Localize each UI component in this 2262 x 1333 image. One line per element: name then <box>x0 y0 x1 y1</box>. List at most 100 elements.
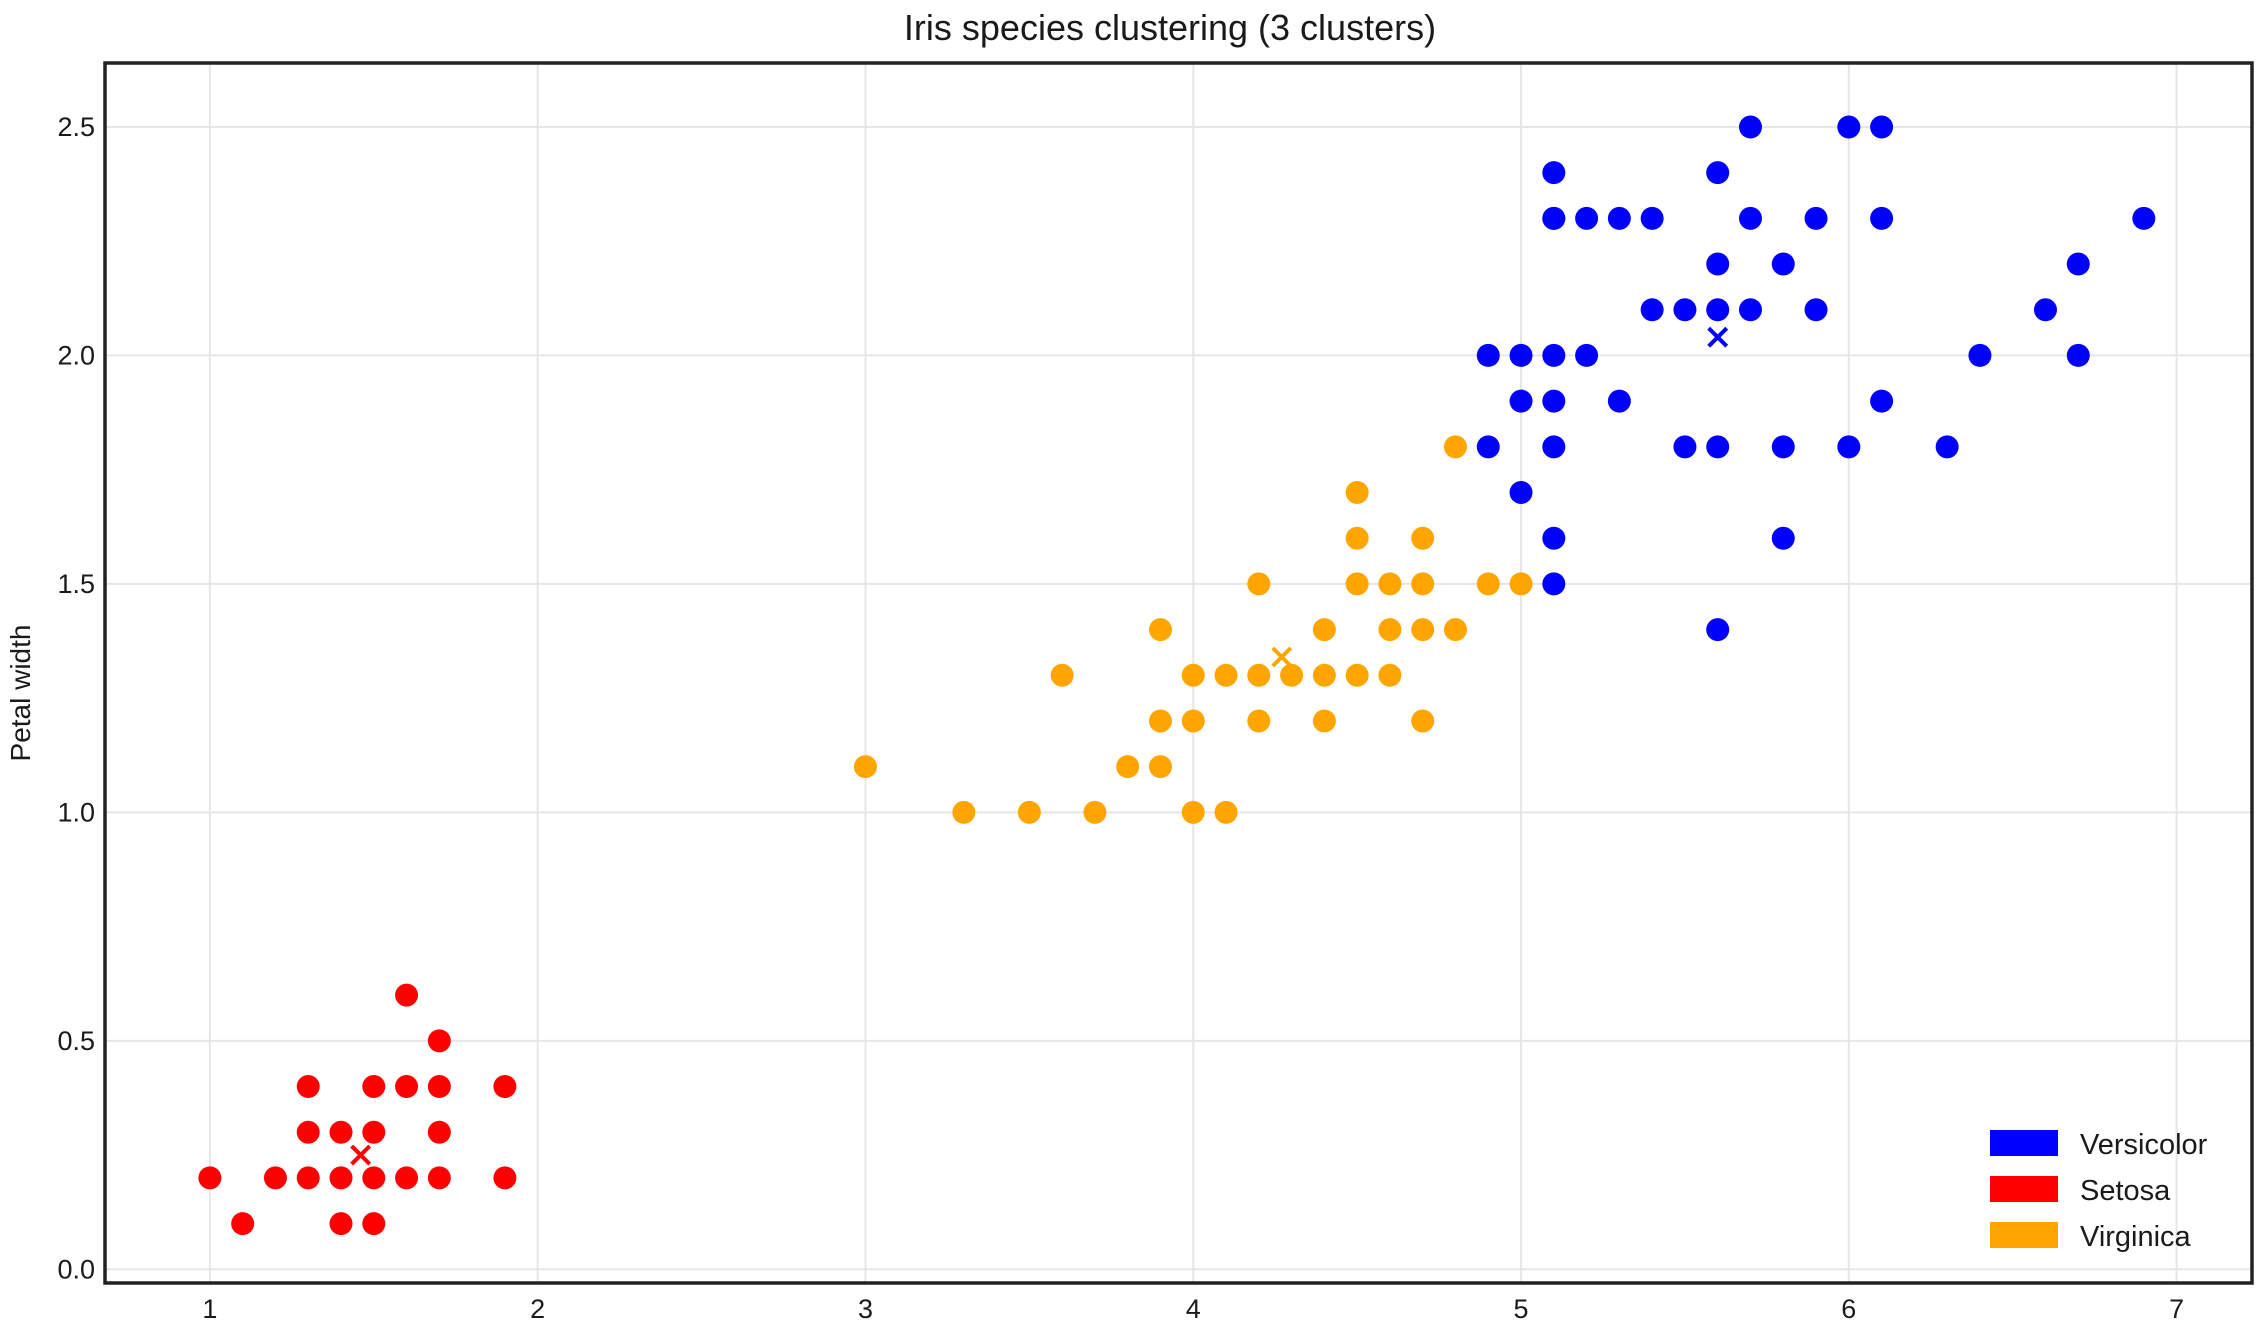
data-point-versicolor <box>1738 298 1762 322</box>
legend-label: Virginica <box>2080 1221 2192 1253</box>
data-point-versicolor <box>1837 435 1861 459</box>
x-tick-label: 6 <box>1841 1294 1856 1324</box>
data-point-setosa <box>362 1212 386 1236</box>
data-point-setosa <box>395 983 419 1007</box>
data-point-versicolor <box>1870 115 1894 139</box>
data-point-virginica <box>1181 800 1205 824</box>
data-point-setosa <box>263 1166 287 1190</box>
data-point-versicolor <box>1935 435 1959 459</box>
data-points <box>198 115 2156 1236</box>
data-point-setosa <box>329 1120 353 1144</box>
data-point-versicolor <box>1476 435 1500 459</box>
x-tick-label: 4 <box>1186 1294 1201 1324</box>
data-point-virginica <box>1476 572 1500 596</box>
y-tick-label: 0.0 <box>57 1254 95 1284</box>
data-point-versicolor <box>1968 343 1992 367</box>
data-point-virginica <box>1411 572 1435 596</box>
data-point-versicolor <box>1738 206 1762 230</box>
data-point-versicolor <box>2132 206 2156 230</box>
data-point-setosa <box>493 1166 517 1190</box>
data-point-virginica <box>1247 572 1271 596</box>
data-point-virginica <box>1083 800 1107 824</box>
data-point-virginica <box>1345 526 1369 550</box>
data-point-virginica <box>1509 572 1533 596</box>
data-point-virginica <box>1017 800 1041 824</box>
data-point-versicolor <box>1673 435 1697 459</box>
centroid-marker-versicolor <box>1707 326 1729 348</box>
x-axis-ticks: 1 2 3 4 5 6 7 <box>202 1294 2184 1324</box>
data-point-virginica <box>1411 618 1435 642</box>
data-point-versicolor <box>1706 435 1730 459</box>
legend-label: Setosa <box>2080 1175 2171 1207</box>
plot-frame <box>103 61 2254 1285</box>
data-point-virginica <box>1247 709 1271 733</box>
x-tick-label: 2 <box>530 1294 545 1324</box>
data-point-setosa <box>395 1075 419 1099</box>
data-point-versicolor <box>1673 298 1697 322</box>
data-point-versicolor <box>1509 389 1533 413</box>
data-point-setosa <box>296 1120 320 1144</box>
data-point-versicolor <box>1607 389 1631 413</box>
data-point-virginica <box>1148 709 1172 733</box>
data-point-versicolor <box>1640 206 1664 230</box>
data-point-virginica <box>1378 663 1402 687</box>
data-point-versicolor <box>1804 206 1828 230</box>
legend-swatch <box>1990 1130 2058 1156</box>
legend-swatch <box>1990 1176 2058 1202</box>
data-point-versicolor <box>2066 343 2090 367</box>
data-point-versicolor <box>1738 115 1762 139</box>
data-point-versicolor <box>1509 481 1533 505</box>
legend-item-setosa: Setosa <box>1990 1175 2171 1207</box>
y-tick-label: 0.5 <box>57 1026 95 1056</box>
centroid-marker-setosa <box>350 1144 372 1166</box>
data-point-virginica <box>1214 663 1238 687</box>
data-point-versicolor <box>1870 389 1894 413</box>
data-point-virginica <box>1378 618 1402 642</box>
data-point-virginica <box>1345 663 1369 687</box>
data-point-versicolor <box>1542 435 1566 459</box>
y-axis-ticks: 0.0 0.5 1.0 1.5 2.0 2.5 <box>57 112 95 1284</box>
centroid-stroke <box>1707 326 1729 348</box>
centroid-marker-virginica <box>1271 646 1293 668</box>
data-point-versicolor <box>1706 298 1730 322</box>
y-tick-label: 2.5 <box>57 112 95 142</box>
x-tick-label: 7 <box>2169 1294 2184 1324</box>
data-point-virginica <box>1116 755 1140 779</box>
data-point-setosa <box>362 1075 386 1099</box>
data-point-versicolor <box>1771 435 1795 459</box>
data-point-virginica <box>1312 709 1336 733</box>
data-point-virginica <box>1050 663 1074 687</box>
data-point-versicolor <box>1509 343 1533 367</box>
data-point-setosa <box>329 1166 353 1190</box>
data-point-versicolor <box>1706 252 1730 276</box>
centroid-markers <box>350 326 1729 1166</box>
data-point-setosa <box>395 1166 419 1190</box>
x-tick-label: 1 <box>202 1294 217 1324</box>
legend-label: Versicolor <box>2080 1129 2208 1161</box>
data-point-versicolor <box>1607 206 1631 230</box>
data-point-versicolor <box>1542 343 1566 367</box>
y-tick-label: 1.0 <box>57 797 95 827</box>
data-point-setosa <box>362 1166 386 1190</box>
data-point-versicolor <box>1542 526 1566 550</box>
data-point-virginica <box>1345 572 1369 596</box>
centroid-stroke <box>350 1144 372 1166</box>
data-point-versicolor <box>1542 572 1566 596</box>
gridlines <box>105 63 2252 1283</box>
data-point-versicolor <box>2066 252 2090 276</box>
data-point-virginica <box>1148 755 1172 779</box>
data-point-versicolor <box>1771 252 1795 276</box>
legend: Versicolor Setosa Virginica <box>1990 1129 2208 1253</box>
data-point-setosa <box>427 1029 451 1053</box>
data-point-versicolor <box>1870 206 1894 230</box>
data-point-setosa <box>427 1120 451 1144</box>
chart-title: Iris species clustering (3 clusters) <box>904 7 1436 48</box>
data-point-virginica <box>1345 481 1369 505</box>
data-point-versicolor <box>1476 343 1500 367</box>
data-point-setosa <box>231 1212 255 1236</box>
data-point-versicolor <box>1542 161 1566 185</box>
y-axis-label: Petal width <box>5 625 36 762</box>
data-point-versicolor <box>1837 115 1861 139</box>
data-point-virginica <box>1312 663 1336 687</box>
